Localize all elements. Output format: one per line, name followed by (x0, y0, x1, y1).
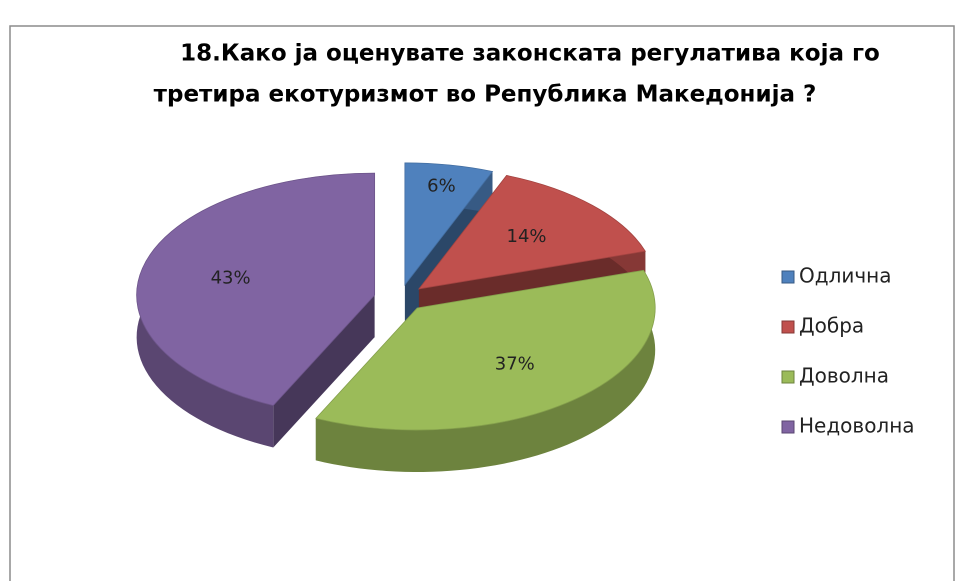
data-label: 6% (427, 176, 456, 197)
chart-title: третира екотуризмот во Република Македон… (154, 82, 817, 108)
legend-label: Одлична (799, 264, 892, 288)
slice-top (404, 162, 494, 287)
legend-label: Добра (799, 314, 864, 338)
legend-swatch (781, 270, 795, 284)
slice (136, 172, 376, 448)
data-label: 37% (495, 354, 535, 375)
slice-side (273, 295, 375, 448)
legend-swatch (781, 370, 795, 384)
legend-label: Недоволна (799, 414, 915, 438)
slice-top (136, 172, 376, 406)
legend-swatch (781, 320, 795, 334)
legend-label: Доволна (799, 364, 889, 388)
data-label: 43% (211, 268, 251, 289)
slice-top (418, 175, 646, 290)
legend-swatch (781, 420, 795, 434)
slice-wall (315, 270, 656, 472)
chart-title: 18.Како ја оценувате законската регулати… (180, 41, 880, 67)
slice-top (315, 269, 656, 431)
slice (315, 269, 656, 472)
data-label: 14% (507, 226, 547, 247)
